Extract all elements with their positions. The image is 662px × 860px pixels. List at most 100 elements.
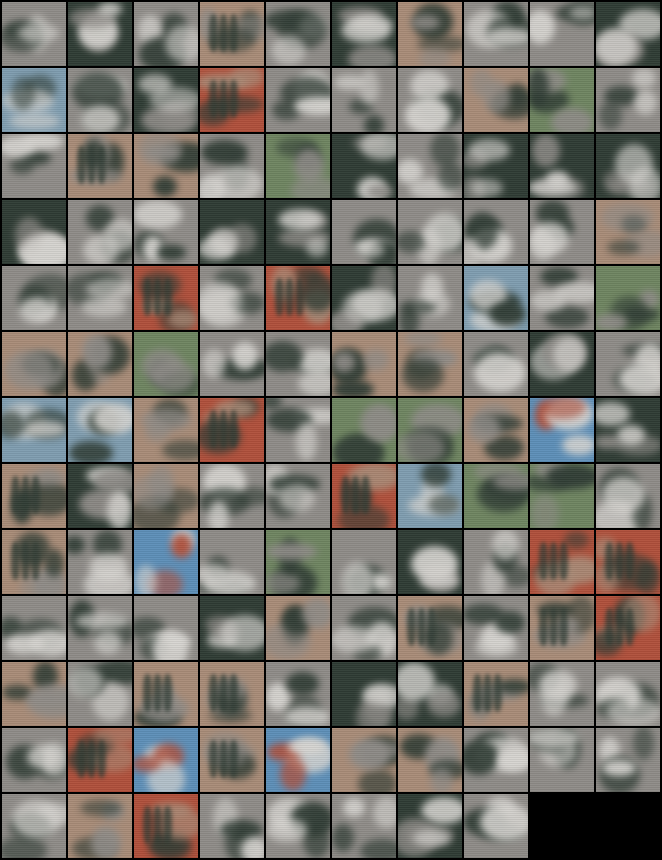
sample-blob xyxy=(486,27,528,46)
sample-figure xyxy=(483,673,493,712)
sample-tile xyxy=(2,596,66,660)
sample-figure xyxy=(76,145,86,184)
sample-tile xyxy=(332,68,396,132)
sample-blob xyxy=(107,490,132,528)
sample-tile xyxy=(266,794,330,858)
sample-tile xyxy=(68,266,132,330)
sample-figure xyxy=(427,607,437,646)
sample-figure xyxy=(163,673,173,712)
sample-blob xyxy=(545,305,589,328)
sample-figure xyxy=(274,277,284,316)
sample-blob xyxy=(402,357,445,393)
sample-blob xyxy=(468,139,510,161)
sample-tile xyxy=(332,134,396,198)
sample-figure xyxy=(208,79,218,118)
sample-tile xyxy=(68,464,132,528)
sample-tile xyxy=(332,794,396,858)
sample-tile xyxy=(134,794,198,858)
sample-blob xyxy=(550,108,593,132)
sample-blob xyxy=(68,666,104,699)
sample-blob xyxy=(333,351,355,373)
sample-tile xyxy=(530,200,594,264)
sample-blob xyxy=(561,435,594,455)
sample-figure xyxy=(295,277,305,316)
sample-tile xyxy=(596,2,660,66)
sample-blob xyxy=(546,464,594,490)
sample-tile xyxy=(68,596,132,660)
sample-tile xyxy=(2,200,66,264)
sample-blob xyxy=(332,625,376,654)
sample-figure xyxy=(229,409,239,448)
sample-blob xyxy=(421,464,452,487)
sample-blob xyxy=(359,838,396,858)
sample-tile xyxy=(464,266,528,330)
sample-blob xyxy=(348,739,391,771)
sample-blob xyxy=(492,473,528,491)
sample-tile xyxy=(266,266,330,330)
sample-tile xyxy=(2,464,66,528)
sample-blob xyxy=(482,80,510,114)
sample-figure xyxy=(142,277,152,316)
sample-blob xyxy=(134,200,182,229)
sample-blob xyxy=(506,83,528,109)
sample-tile xyxy=(464,134,528,198)
sample-tile xyxy=(266,596,330,660)
sample-blob xyxy=(68,440,113,462)
sample-blob xyxy=(2,411,26,440)
sample-blob xyxy=(200,281,241,322)
sample-tile xyxy=(200,464,264,528)
sample-figure xyxy=(153,673,163,712)
sample-tile xyxy=(332,266,396,330)
sample-tile xyxy=(266,200,330,264)
sample-blob xyxy=(333,75,365,90)
sample-tile xyxy=(332,398,396,462)
sample-blob xyxy=(602,477,646,513)
sample-tile xyxy=(596,200,660,264)
sample-blob xyxy=(332,823,354,853)
sample-blob xyxy=(342,797,365,818)
sample-tile xyxy=(134,266,198,330)
sample-blob xyxy=(164,25,198,62)
sample-blob xyxy=(10,156,34,174)
sample-tile xyxy=(530,530,594,594)
sample-tile xyxy=(68,662,132,726)
sample-tile xyxy=(530,398,594,462)
sample-blob xyxy=(2,135,36,158)
sample-figure xyxy=(351,475,361,514)
sample-tile xyxy=(596,662,660,726)
sample-tile xyxy=(530,728,594,792)
sample-blob xyxy=(633,89,657,116)
sample-tile xyxy=(200,332,264,396)
sample-blob xyxy=(9,113,61,130)
sample-blob xyxy=(539,266,578,286)
sample-tile xyxy=(596,596,660,660)
sample-figure xyxy=(340,475,350,514)
sample-tile xyxy=(398,2,462,66)
sample-figure xyxy=(87,739,97,778)
sample-figure xyxy=(21,475,31,514)
sample-tile xyxy=(464,530,528,594)
sample-blob xyxy=(358,768,396,792)
sample-blob xyxy=(539,670,578,702)
sample-tile xyxy=(332,2,396,66)
sample-figure xyxy=(615,607,625,646)
sample-blob xyxy=(430,134,461,167)
sample-tile xyxy=(530,2,594,66)
sample-figure xyxy=(229,13,239,52)
sample-figure xyxy=(559,541,569,580)
sample-blob xyxy=(604,85,640,106)
sample-blob xyxy=(364,115,385,132)
sample-tile xyxy=(200,596,264,660)
sample-blob xyxy=(134,474,172,510)
sample-blob xyxy=(71,71,124,112)
sample-blob xyxy=(92,402,132,434)
sample-figure xyxy=(87,145,97,184)
sample-blob xyxy=(266,683,290,712)
sample-tile xyxy=(530,794,594,858)
sample-blob xyxy=(419,47,451,66)
sample-tile xyxy=(398,68,462,132)
sample-tile xyxy=(266,662,330,726)
sample-tile xyxy=(398,530,462,594)
sample-blob xyxy=(24,480,66,517)
sample-blob xyxy=(291,175,330,198)
